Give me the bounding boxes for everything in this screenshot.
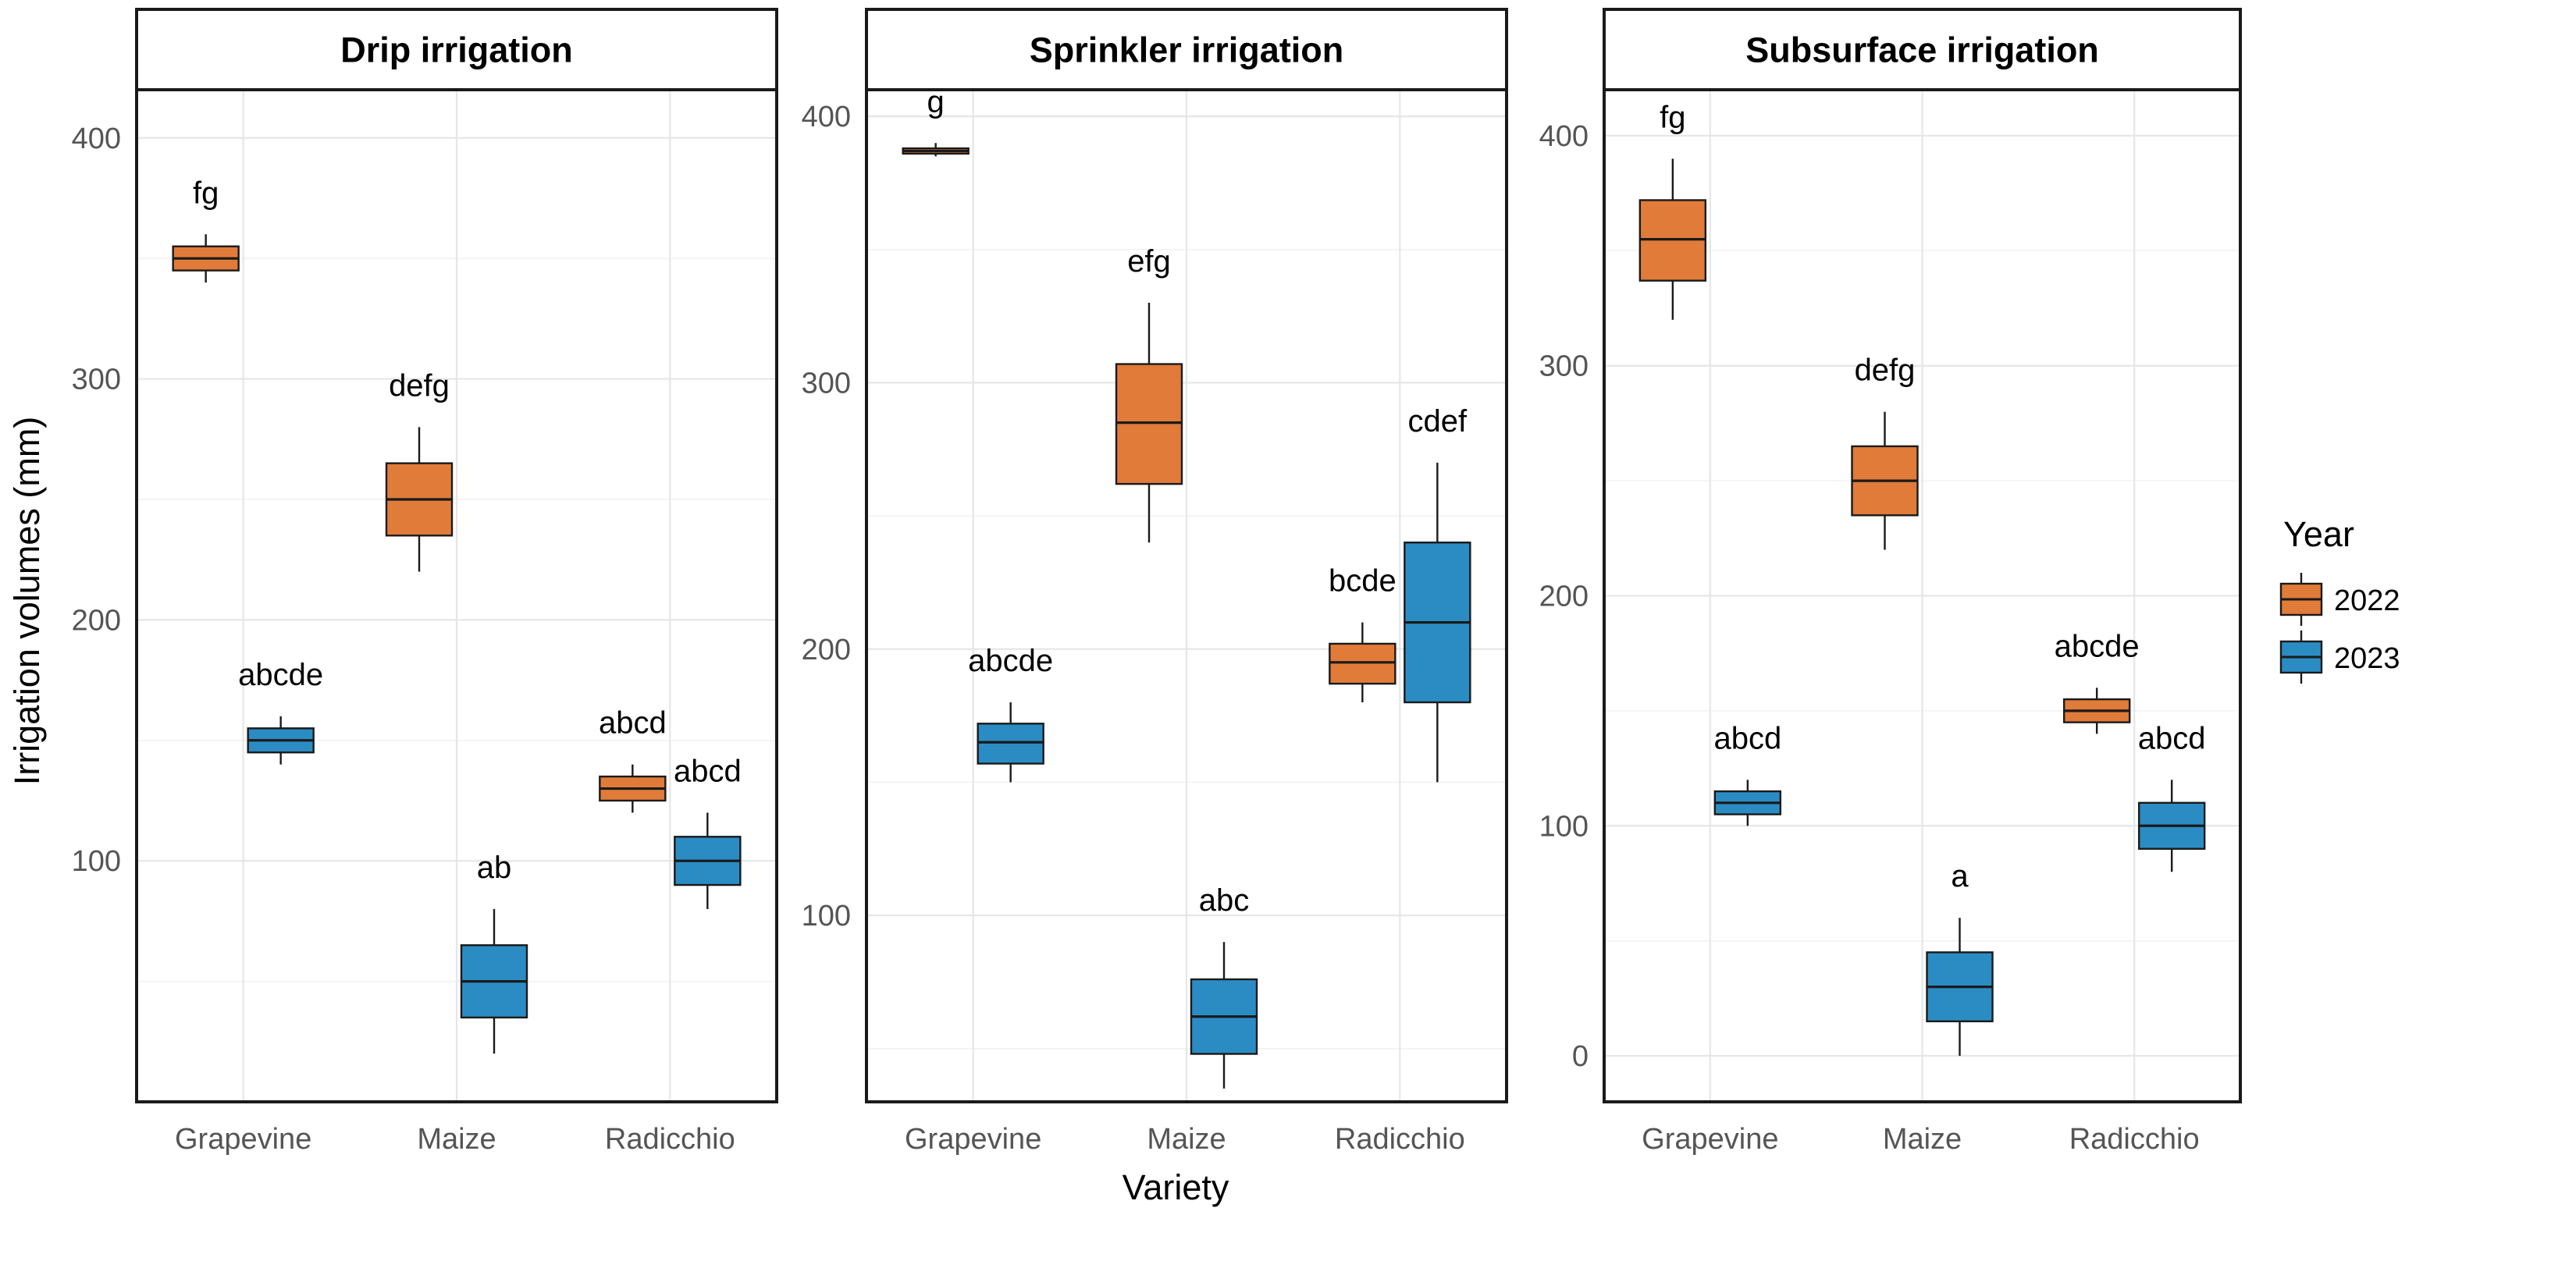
- significance-letter: abcde: [2055, 629, 2140, 663]
- panel-title: Subsurface irrigation: [1745, 30, 2099, 70]
- y-tick-label: 300: [802, 367, 851, 400]
- x-tick-label: Maize: [417, 1123, 496, 1156]
- y-tick-label: 400: [802, 101, 851, 133]
- significance-letter: abcd: [674, 754, 742, 788]
- legend-title: Year: [2283, 514, 2354, 554]
- box-body: [977, 723, 1044, 765]
- significance-letter: fg: [193, 176, 219, 210]
- box-radicchio-2023: abcd: [2138, 721, 2206, 872]
- significance-letter: bcde: [1329, 564, 1397, 599]
- legend-entry-2022: 2022: [2279, 573, 2400, 626]
- box-maize-2023: a: [1926, 859, 1994, 1057]
- y-tick-label: 200: [1539, 581, 1589, 613]
- significance-letter: g: [927, 84, 945, 119]
- significance-letter: defg: [389, 368, 450, 403]
- box-grapevine-2023: abcde: [968, 644, 1053, 783]
- x-tick-label: Grapevine: [1642, 1123, 1778, 1156]
- box-radicchio-2022: abcd: [599, 706, 667, 813]
- box-body: [1329, 642, 1397, 685]
- legend-entries: 2022 2023: [2279, 573, 2400, 684]
- y-tick-label: 300: [72, 364, 121, 396]
- box-grapevine-2023: abcde: [238, 658, 323, 765]
- box-grapevine-2022: fg: [1638, 100, 1707, 320]
- x-tick-label: Radicchio: [605, 1123, 735, 1156]
- box-grapevine-2022: fg: [172, 176, 240, 283]
- box-body: [1115, 363, 1183, 485]
- significance-letter: abcde: [968, 644, 1053, 678]
- legend-label: 2023: [2334, 642, 2400, 675]
- y-tick-label: 400: [72, 123, 121, 155]
- y-tick-label: 200: [72, 604, 121, 637]
- y-tick-label: 300: [1539, 350, 1589, 383]
- significance-letter: ab: [477, 851, 512, 885]
- y-tick-label: 100: [802, 900, 851, 933]
- y-tick-label: 100: [1539, 810, 1589, 843]
- box-grapevine-2023: abcd: [1713, 721, 1781, 826]
- y-tick-label: 0: [1572, 1040, 1589, 1073]
- significance-letter: abcde: [238, 658, 323, 692]
- x-tick-label: Grapevine: [175, 1123, 311, 1156]
- panel-strip: [865, 8, 1508, 91]
- y-axis-title: Irrigation volumes (mm): [7, 417, 47, 786]
- box-radicchio-2022: bcde: [1329, 564, 1397, 703]
- significance-letter: abcd: [599, 706, 667, 741]
- x-tick-label: Radicchio: [1335, 1123, 1465, 1156]
- x-tick-label: Maize: [1883, 1123, 1962, 1156]
- significance-letter: abc: [1199, 883, 1250, 918]
- box-maize-2023: ab: [460, 851, 528, 1054]
- significance-letter: abcd: [1713, 721, 1781, 755]
- panel-title: Sprinkler irrigation: [1030, 30, 1344, 70]
- box-maize-2022: defg: [385, 368, 454, 572]
- box-maize-2022: efg: [1115, 244, 1183, 543]
- y-tick-label: 200: [802, 634, 851, 666]
- box-maize-2023: abc: [1190, 883, 1258, 1089]
- x-axis-title: Variety: [1123, 1167, 1229, 1207]
- legend-label: 2022: [2334, 584, 2400, 617]
- box-radicchio-2023: abcd: [674, 754, 742, 909]
- box-maize-2022: defg: [1851, 353, 1919, 550]
- legend: Year 2022 2023: [2279, 514, 2400, 684]
- panel-2: g abcde efg abc bcde cdef Sprinkler irrigation…: [802, 8, 1508, 1156]
- panel-strip: [135, 8, 778, 91]
- legend-entry-2023: 2023: [2279, 631, 2400, 684]
- significance-letter: defg: [1855, 353, 1916, 388]
- x-tick-label: Maize: [1147, 1123, 1226, 1156]
- x-tick-label: Radicchio: [2069, 1123, 2200, 1156]
- panel-strip: [1603, 8, 2242, 91]
- significance-letter: cdef: [1408, 404, 1468, 439]
- panel-3: fg abcd defg a abcde abcd Subsurface irrigatio…: [1539, 8, 2242, 1156]
- significance-letter: efg: [1127, 244, 1171, 279]
- panel-title: Drip irrigation: [340, 30, 573, 70]
- box-radicchio-2023: cdef: [1404, 404, 1471, 783]
- box-grapevine-2022: g: [902, 84, 970, 157]
- significance-letter: abcd: [2138, 721, 2206, 755]
- x-tick-label: Grapevine: [905, 1123, 1041, 1156]
- significance-letter: a: [1951, 859, 1969, 893]
- significance-letter: fg: [1660, 100, 1685, 134]
- box-radicchio-2022: abcde: [2055, 629, 2140, 734]
- y-tick-label: 100: [72, 845, 121, 878]
- y-tick-label: 400: [1539, 120, 1589, 153]
